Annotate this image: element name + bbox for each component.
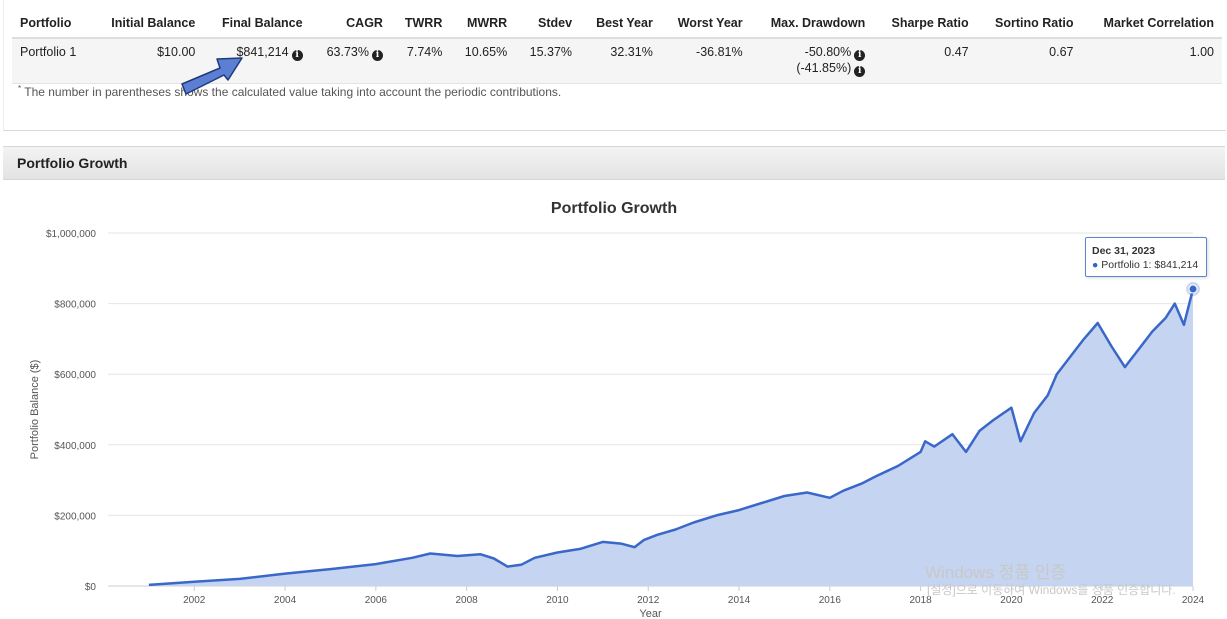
cell-initial-balance: $10.00 [92,38,204,84]
tooltip-value: ● Portfolio 1: $841,214 [1092,259,1199,271]
cell-sharpe-ratio: 0.47 [873,38,977,84]
info-icon[interactable]: i [854,50,866,61]
highlight-point [1188,284,1198,294]
col-cagr[interactable]: CAGR [310,10,391,39]
final-balance-value: $841,214 [236,45,289,59]
col-final-balance[interactable]: Final Balance [203,10,311,39]
y-tick-label: $0 [85,582,97,593]
y-tick-label: $600,000 [54,370,96,381]
x-tick-label: 2010 [546,595,569,606]
tooltip-date: Dec 31, 2023 [1092,245,1156,257]
info-icon[interactable]: i [371,50,383,61]
footnote-text: The number in parentheses shows the calc… [24,85,562,99]
x-tick-label: 2004 [274,595,297,606]
chart-title: Portfolio Growth [550,200,678,217]
tooltip-series: Portfolio 1 [1101,259,1149,271]
cell-best-year: 32.31% [580,38,661,84]
x-tick-label: 2020 [1000,595,1023,606]
col-worst-year[interactable]: Worst Year [660,10,751,39]
cell-cagr: 63.73% i [310,38,391,84]
col-twrr[interactable]: TWRR [390,10,451,39]
x-tick-label: 2006 [365,595,388,606]
col-stdev[interactable]: Stdev [515,10,581,39]
x-tick-label: 2012 [637,595,660,606]
y-tick-label: $200,000 [54,511,96,522]
col-best-year[interactable]: Best Year [580,10,661,39]
series-area [148,289,1193,586]
cell-market-correlation: 1.00 [1081,38,1222,84]
table-row: Portfolio 1 $10.00 $841,214 i 63.73% i 7.7… [12,38,1222,84]
x-tick-label: 2008 [456,595,479,606]
col-sharpe-ratio[interactable]: Sharpe Ratio [873,10,977,39]
tooltip-amount: $841,214 [1154,259,1199,271]
footnote: * The number in parentheses shows the ca… [18,84,561,99]
y-tick-label: $800,000 [54,300,96,311]
y-tick-label: $1,000,000 [46,229,96,240]
col-market-correlation[interactable]: Market Correlation [1081,10,1222,39]
portfolio-stats-table: Portfolio Initial Balance Final Balance … [12,10,1222,84]
windows-activation-subtext: [설정]으로 이동하여 Windows를 정품 인증합니다. [927,583,1176,597]
max-drawdown-value: -50.80% [804,45,852,59]
chart-svg[interactable]: $0 $200,000 $400,000 $600,000 $800,000 $1,000… [3,180,1225,619]
cell-stdev: 15.37% [515,38,581,84]
cell-mwrr: 10.65% [450,38,516,84]
y-tick-label: $400,000 [54,441,96,452]
series-line [148,288,1195,587]
x-tick-label: 2014 [728,595,751,606]
x-axis-label: Year [639,608,662,619]
portfolio-growth-header: Portfolio Growth [3,146,1225,180]
section-title: Portfolio Growth [17,155,128,171]
max-drawdown-contrib-value: (-41.85%) [796,61,852,75]
col-portfolio[interactable]: Portfolio [12,10,93,39]
cell-twrr: 7.74% [390,38,451,84]
x-tick-label: 2002 [183,595,206,606]
cell-portfolio: Portfolio 1 [12,38,93,84]
table-header-row: Portfolio Initial Balance Final Balance … [12,10,1222,39]
col-max-drawdown[interactable]: Max. Drawdown [750,10,874,39]
x-tick-label: 2018 [909,595,932,606]
windows-activation-watermark: Windows 정품 인증 [925,563,1066,582]
portfolio-growth-chart: Portfolio Growth $0 $200,000 $400,000 $600,… [3,180,1225,619]
footnote-mark: * [18,84,22,93]
x-tick-label: 2022 [1091,595,1114,606]
cell-sortino-ratio: 0.67 [976,38,1082,84]
col-mwrr[interactable]: MWRR [450,10,516,39]
cagr-value: 63.73% [326,45,369,59]
col-initial-balance[interactable]: Initial Balance [92,10,204,39]
info-icon[interactable]: i [291,50,303,61]
info-icon[interactable]: i [854,66,866,77]
annotation-arrow-icon [181,57,243,95]
x-tick-label: 2024 [1182,595,1205,606]
y-axis-label: Portfolio Balance ($) [29,360,41,460]
x-tick-label: 2016 [819,595,842,606]
cell-max-drawdown: -50.80% i (-41.85%) i [750,38,874,84]
col-sortino-ratio[interactable]: Sortino Ratio [976,10,1082,39]
cell-worst-year: -36.81% [660,38,751,84]
chart-tooltip: Dec 31, 2023 ● Portfolio 1: $841,214 [1085,237,1207,277]
